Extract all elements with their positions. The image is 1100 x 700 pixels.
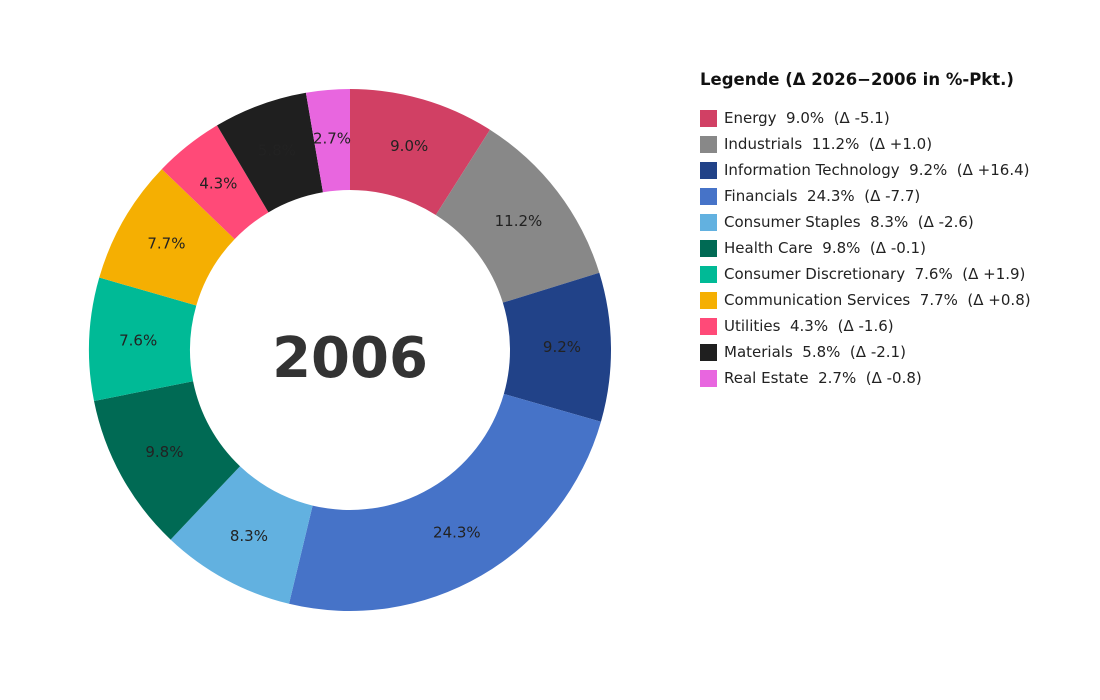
legend: Legende (Δ 2026−2006 in %-Pkt.) Energy 9… <box>700 70 1031 391</box>
legend-swatch <box>700 135 717 153</box>
slice-information-technology <box>502 272 611 422</box>
legend-item: Information Technology 9.2% (Δ +16.4) <box>700 157 1031 183</box>
legend-item: Health Care 9.8% (Δ -0.1) <box>700 235 1031 261</box>
slice-data-label: 9.2% <box>543 338 581 356</box>
legend-label: Consumer Staples 8.3% (Δ -2.6) <box>724 213 974 231</box>
legend-label: Real Estate 2.7% (Δ -0.8) <box>724 369 922 387</box>
slice-data-label: 9.0% <box>390 137 428 155</box>
legend-item: Materials 5.8% (Δ -2.1) <box>700 339 1031 365</box>
slice-real-estate <box>305 89 350 193</box>
legend-swatch <box>700 187 717 205</box>
legend-swatch <box>700 161 717 179</box>
slice-health-care <box>94 381 241 540</box>
slice-data-label: 7.7% <box>147 235 185 253</box>
slice-materials <box>217 92 323 213</box>
legend-item: Consumer Staples 8.3% (Δ -2.6) <box>700 209 1031 235</box>
legend-label: Financials 24.3% (Δ -7.7) <box>724 187 921 205</box>
slice-consumer-staples <box>170 466 313 604</box>
legend-label: Communication Services 7.7% (Δ +0.8) <box>724 291 1031 309</box>
legend-swatch <box>700 265 717 283</box>
slice-data-label: 8.3% <box>230 527 268 545</box>
legend-label: Consumer Discretionary 7.6% (Δ +1.9) <box>724 265 1026 283</box>
legend-label: Utilities 4.3% (Δ -1.6) <box>724 317 894 335</box>
legend-swatch <box>700 109 717 127</box>
legend-label: Information Technology 9.2% (Δ +16.4) <box>724 161 1030 179</box>
legend-item: Industrials 11.2% (Δ +1.0) <box>700 131 1031 157</box>
slice-data-label: 4.3% <box>199 174 237 192</box>
slice-consumer-discretionary <box>89 277 197 401</box>
slice-industrials <box>435 129 600 303</box>
legend-label: Materials 5.8% (Δ -2.1) <box>724 343 906 361</box>
slice-communication-services <box>99 169 235 306</box>
legend-item: Real Estate 2.7% (Δ -0.8) <box>700 365 1031 391</box>
center-year-label: 2006 <box>272 326 428 391</box>
slice-financials <box>289 393 601 611</box>
legend-swatch <box>700 239 717 257</box>
legend-item: Communication Services 7.7% (Δ +0.8) <box>700 287 1031 313</box>
legend-swatch <box>700 291 717 309</box>
legend-label: Industrials 11.2% (Δ +1.0) <box>724 135 933 153</box>
legend-swatch <box>700 317 717 335</box>
legend-swatch <box>700 213 717 231</box>
slice-data-label: 9.8% <box>145 443 183 461</box>
legend-swatch <box>700 343 717 361</box>
slice-data-label: 7.6% <box>119 332 157 350</box>
slice-data-label: 2.7% <box>313 129 351 147</box>
legend-swatch <box>700 369 717 387</box>
legend-label: Health Care 9.8% (Δ -0.1) <box>724 239 926 257</box>
legend-item: Consumer Discretionary 7.6% (Δ +1.9) <box>700 261 1031 287</box>
donut-chart: 9.0% 11.2% 9.2% 24.3% 8.3% 9.8% 7.6% 7.7% 4.3% 5.… <box>89 89 611 611</box>
legend-item: Utilities 4.3% (Δ -1.6) <box>700 313 1031 339</box>
slice-energy <box>350 89 490 215</box>
slice-data-label: 24.3% <box>433 524 481 542</box>
legend-item: Financials 24.3% (Δ -7.7) <box>700 183 1031 209</box>
slice-data-label: 5.8% <box>258 142 296 160</box>
legend-label: Energy 9.0% (Δ -5.1) <box>724 109 890 127</box>
legend-title: Legende (Δ 2026−2006 in %-Pkt.) <box>700 70 1014 89</box>
slice-utilities <box>161 125 269 240</box>
slice-data-label: 11.2% <box>495 212 543 230</box>
legend-item: Energy 9.0% (Δ -5.1) <box>700 105 1031 131</box>
